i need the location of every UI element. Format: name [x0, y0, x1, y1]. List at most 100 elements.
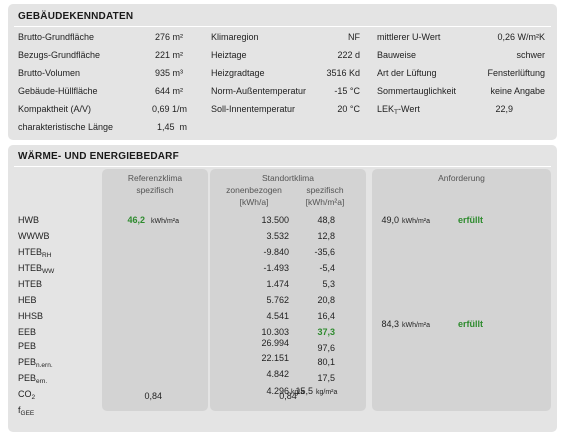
req-value-hwb: 49,0 [381, 215, 399, 225]
building-data-title: GEBÄUDEKENNDATEN [18, 11, 134, 22]
label-main: LEK [377, 104, 395, 114]
value: Fensterlüftung [487, 68, 545, 78]
label: Gebäude-Hüllfläche [18, 86, 98, 96]
ref-header-sub: spezifisch [136, 185, 174, 195]
spec-value-co2: 15,5 [295, 386, 313, 396]
spec-value-peb-nern: 80,1 [317, 357, 335, 367]
value: 221 m² [154, 50, 183, 60]
zone-value-hteb: 1.474 [266, 279, 289, 289]
row-label-fgee: fGEE [18, 405, 35, 417]
req-unit-eeb: kWh/m²a [402, 322, 430, 329]
row-label-peb: PEB [18, 341, 37, 351]
value: 0,26 W/m²K [497, 32, 545, 42]
zone-value-peb-nern: 22.151 [261, 353, 289, 363]
zone-value-heb: 5.762 [266, 295, 289, 305]
zone-value-peb: 26.994 [261, 338, 289, 348]
value: schwer [516, 50, 545, 60]
value: 644 m² [154, 86, 183, 96]
spec-value-hwb: 48,8 [317, 215, 335, 225]
row-label-hteb-ww: HTEBWW [18, 263, 55, 275]
divider [14, 26, 551, 27]
site-zone-header: zonenbezogen [226, 185, 282, 195]
value: -15 °C [334, 86, 360, 96]
spec-value-hhsb: 16,4 [317, 311, 335, 321]
label: Brutto-Grundfläche [18, 32, 95, 42]
label-tail: -Wert [398, 104, 420, 114]
value: keine Angabe [490, 86, 545, 96]
spec-value-hteb-ww: -5,4 [319, 263, 335, 273]
value: 22,9 [495, 104, 513, 114]
value: 0,69 1/m [151, 104, 187, 114]
req-status-hwb: erfüllt [458, 215, 484, 225]
req-unit-hwb: kWh/m²a [402, 218, 430, 225]
reference-climate-column [102, 169, 208, 411]
value: 1,45 m [156, 122, 187, 132]
row-label-hteb: HTEB [18, 279, 43, 289]
zone-value-peb-ern: 4.842 [266, 369, 289, 379]
row-label-co2: CO2 [18, 389, 36, 401]
req-value-eeb: 84,3 [381, 319, 399, 329]
zone-value-eeb: 10.303 [261, 327, 289, 337]
zone-value-hteb-rh: -9.840 [263, 247, 289, 257]
energy-demand-panel: WÄRME- UND ENERGIEBEDARF Referenzklima s… [8, 145, 557, 432]
label: Heizgradtage [211, 68, 265, 78]
spec-value-wwwb: 12,8 [317, 231, 335, 241]
label: Art der Lüftung [377, 68, 437, 78]
label: Heiztage [211, 50, 247, 60]
ref-value-hwb: 46,2 [127, 215, 145, 225]
requirement-column [372, 169, 551, 411]
ref-value-fgee: 0,84 [144, 391, 162, 401]
site-value-fgee: 0,84 [279, 391, 297, 401]
spec-value-peb: 97,6 [317, 343, 335, 353]
label: LEKT-Wert [377, 104, 420, 118]
building-data-panel: GEBÄUDEKENNDATEN Brutto-Grundfläche 276 … [8, 4, 557, 140]
value: 935 m³ [154, 68, 183, 78]
row-label-heb: HEB [18, 295, 37, 305]
requirement-header: Anforderung [438, 173, 485, 183]
zone-value-wwwb: 3.532 [266, 231, 289, 241]
label-sub: T [394, 109, 398, 116]
spec-unit-co2: kg/m²a [316, 389, 338, 396]
site-climate-column [210, 169, 366, 411]
divider [14, 166, 551, 167]
spec-value-peb-ern: 17,5 [317, 373, 335, 383]
row-label-peb-ern: PEBern. [18, 373, 48, 385]
row-label-wwwb: WWWB [18, 231, 50, 241]
zone-value-hteb-ww: -1.493 [263, 263, 289, 273]
site-zone-unit: [kWh/a] [239, 197, 269, 207]
label: Bauweise [377, 50, 417, 60]
value: 222 d [337, 50, 360, 60]
row-label-hteb-rh: HTEBRH [18, 247, 52, 259]
row-label-peb-nern: PEBn.ern. [18, 357, 53, 369]
spec-value-hteb-rh: -35,6 [314, 247, 335, 257]
ref-unit-hwb: kWh/m²a [151, 218, 179, 225]
label: Sommertauglichkeit [377, 86, 457, 96]
site-spec-header: spezifisch [306, 185, 344, 195]
label: Soll-Innentemperatur [211, 104, 296, 114]
label: Bezugs-Grundfläche [18, 50, 101, 60]
value: 276 m² [154, 32, 183, 42]
zone-unit-co2: kg/a [291, 389, 305, 396]
value: 20 °C [337, 104, 360, 114]
energy-demand-title: WÄRME- UND ENERGIEBEDARF [18, 151, 179, 162]
spec-value-heb: 20,8 [317, 295, 335, 305]
site-header: Standortklima [262, 173, 314, 183]
label: charakteristische Länge [18, 122, 114, 132]
label: Kompaktheit (A/V) [18, 104, 92, 114]
req-status-eeb: erfüllt [458, 319, 484, 329]
site-spec-unit: [kWh/m²a] [305, 197, 345, 207]
row-label-hwb: HWB [18, 215, 39, 225]
label: Brutto-Volumen [18, 68, 81, 78]
zone-value-hwb: 13.500 [261, 215, 289, 225]
label: Klimaregion [211, 32, 259, 42]
label: Norm-Außentemperatur [211, 86, 307, 96]
ref-header: Referenzklima [127, 173, 183, 183]
value: NF [348, 32, 360, 42]
spec-value-hteb: 5,3 [322, 279, 335, 289]
zone-value-hhsb: 4.541 [266, 311, 289, 321]
row-label-eeb: EEB [18, 327, 37, 337]
label: mittlerer U-Wert [377, 32, 441, 42]
row-label-hhsb: HHSB [18, 311, 44, 321]
spec-value-eeb: 37,3 [317, 327, 335, 337]
zone-value-co2: 4.296 [266, 386, 289, 396]
